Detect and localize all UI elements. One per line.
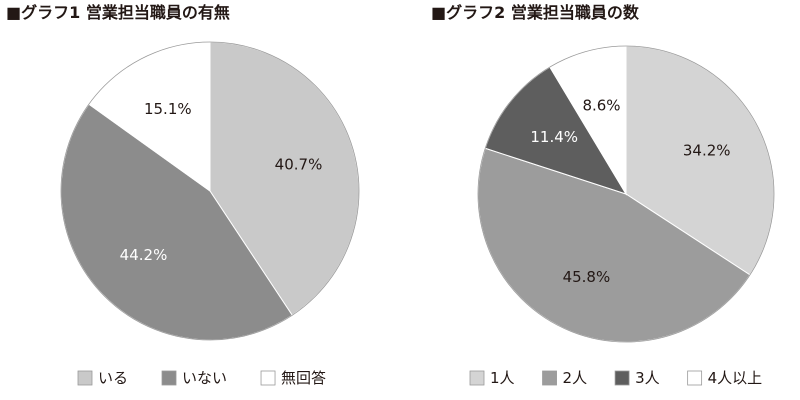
chart1-legend-label-inai: いない bbox=[182, 369, 227, 387]
chart1-pie-outline bbox=[60, 41, 360, 341]
chart2-data-label-3nin: 11.4% bbox=[530, 128, 578, 146]
chart2-data-label-2nin: 45.8% bbox=[563, 268, 611, 286]
chart1-data-label-iru: 40.7% bbox=[275, 155, 323, 173]
chart2-pie-outline bbox=[477, 45, 775, 343]
chart1-pie: 40.7% 44.2% 15.1% いる いない 無回答 bbox=[60, 41, 360, 387]
chart1-legend-swatch-mukaitou bbox=[260, 370, 276, 386]
chart1-title: ■グラフ1 営業担当職員の有無 bbox=[6, 3, 230, 22]
chart2-legend-swatch-1nin bbox=[469, 370, 485, 386]
chart2-data-label-4nin-ijou: 8.6% bbox=[582, 97, 620, 115]
chart1-data-label-mukaitou: 15.1% bbox=[144, 100, 192, 118]
chart1-legend-label-mukaitou: 無回答 bbox=[281, 369, 326, 387]
chart2-legend-swatch-3nin bbox=[614, 370, 630, 386]
chart2-legend-label-1nin: 1人 bbox=[490, 369, 515, 387]
chart2-legend-swatch-2nin bbox=[542, 370, 557, 386]
chart1-data-label-inai: 44.2% bbox=[120, 246, 168, 264]
chart2-legend-label-4nin-ijou: 4人以上 bbox=[708, 369, 763, 387]
chart2-legend-swatch-4nin-ijou bbox=[687, 370, 703, 386]
chart1-legend-label-iru: いる bbox=[98, 369, 128, 387]
chart2-data-label-1nin: 34.2% bbox=[683, 141, 731, 159]
chart2-title: ■グラフ2 営業担当職員の数 bbox=[431, 3, 640, 22]
chart2-legend-label-2nin: 2人 bbox=[563, 369, 588, 387]
chart2-legend-label-3nin: 3人 bbox=[635, 369, 660, 387]
chart1-legend-swatch-iru bbox=[77, 370, 93, 386]
chart2-pie: 34.2% 45.8% 11.4%8.6% 1人 2人 3人 4人以上 bbox=[469, 45, 775, 387]
chart1-legend-swatch-inai bbox=[161, 370, 177, 386]
